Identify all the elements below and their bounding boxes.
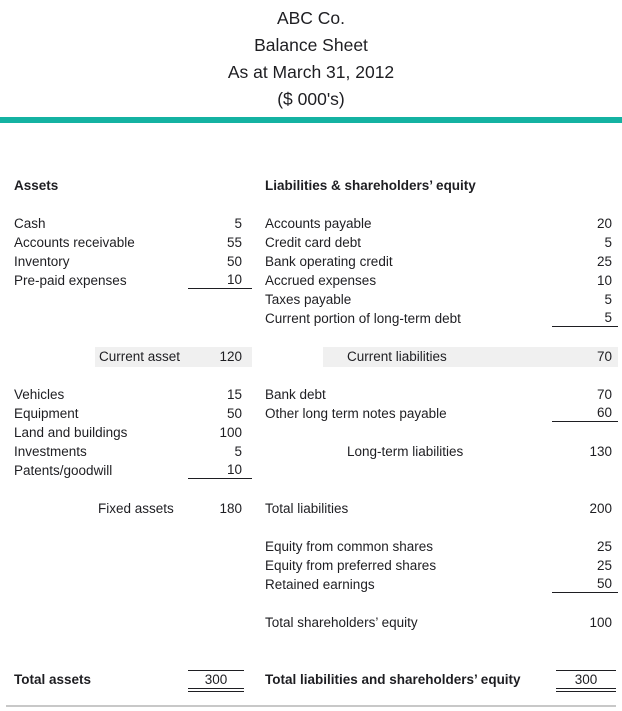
liability-value: 5 bbox=[552, 310, 618, 327]
asset-row: Accounts receivable 55 bbox=[14, 233, 252, 252]
total-liabilities-equity-row: Total liabilities and shareholders’ equi… bbox=[265, 670, 618, 692]
asset-row: Vehicles 15 bbox=[14, 385, 252, 404]
liability-row: Taxes payable 5 bbox=[265, 290, 618, 309]
asset-value: 10 bbox=[188, 462, 252, 479]
current-assets-subtotal-row: Current asset 120 bbox=[14, 346, 252, 367]
asset-label: Patents/goodwill bbox=[14, 463, 113, 478]
asset-row: Equipment 50 bbox=[14, 404, 252, 423]
liability-value: 70 bbox=[596, 386, 612, 402]
liability-row: Bank operating credit 25 bbox=[265, 252, 618, 271]
equity-row: Equity from preferred shares 25 bbox=[265, 556, 618, 575]
assets-section-title: Assets bbox=[14, 176, 252, 195]
liability-label: Accounts payable bbox=[265, 216, 372, 231]
asset-label: Vehicles bbox=[14, 387, 65, 402]
document-title: Balance Sheet bbox=[254, 35, 368, 55]
liability-label: Taxes payable bbox=[265, 292, 352, 307]
asset-value: 55 bbox=[226, 234, 242, 250]
teal-divider-rule bbox=[0, 117, 622, 123]
statement-date: As at March 31, 2012 bbox=[227, 62, 395, 82]
equity-value: 25 bbox=[596, 557, 612, 573]
liability-label: Current portion of long-term debt bbox=[265, 311, 461, 326]
balance-sheet-grid: Assets Cash 5 Accounts receivable 55 Inv… bbox=[14, 176, 622, 692]
liability-label: Bank operating credit bbox=[265, 254, 393, 269]
subtotal-label: Fixed assets bbox=[98, 501, 174, 516]
liability-label: Bank debt bbox=[265, 387, 326, 402]
total-liabilities-label: Total liabilities bbox=[265, 501, 349, 516]
asset-value: 50 bbox=[226, 253, 242, 269]
subtotal-label: Current asset bbox=[99, 349, 181, 364]
subtotal-label: Long-term liabilities bbox=[347, 444, 464, 459]
liability-value: 60 bbox=[552, 405, 618, 422]
equity-label: Retained earnings bbox=[265, 577, 375, 592]
liability-row: Bank debt 70 bbox=[265, 385, 618, 404]
total-value: 300 bbox=[188, 670, 244, 692]
total-label: Total assets bbox=[14, 672, 92, 687]
company-name: ABC Co. bbox=[276, 8, 346, 28]
subtotal-value: 120 bbox=[219, 348, 242, 364]
liability-row: Other long term notes payable 60 bbox=[265, 404, 618, 423]
asset-label: Equipment bbox=[14, 406, 79, 421]
bottom-gray-rule bbox=[6, 705, 616, 707]
asset-label: Investments bbox=[14, 444, 87, 459]
asset-row: Pre-paid expenses 10 bbox=[14, 271, 252, 290]
subtotal-highlight: Current liabilities 70 bbox=[323, 346, 618, 367]
equity-label: Equity from common shares bbox=[265, 539, 434, 554]
liability-row: Credit card debt 5 bbox=[265, 233, 618, 252]
asset-value: 5 bbox=[234, 215, 242, 231]
asset-label: Land and buildings bbox=[14, 425, 128, 440]
total-equity-row: Total shareholders’ equity 100 bbox=[265, 613, 618, 632]
liabilities-section-title: Liabilities & shareholders’ equity bbox=[265, 176, 618, 195]
total-equity-value: 100 bbox=[589, 614, 612, 630]
section-title-label: Liabilities & shareholders’ equity bbox=[265, 178, 476, 193]
equity-value: 25 bbox=[596, 538, 612, 554]
total-liabilities-row: Total liabilities 200 bbox=[265, 499, 618, 518]
total-liabilities-value: 200 bbox=[589, 500, 612, 516]
asset-value: 15 bbox=[226, 386, 242, 402]
liability-value: 5 bbox=[604, 291, 612, 307]
equity-row: Equity from common shares 25 bbox=[265, 537, 618, 556]
subtotal-highlight: Current asset 120 bbox=[95, 346, 252, 367]
total-value: 300 bbox=[556, 670, 616, 692]
asset-row: Cash 5 bbox=[14, 214, 252, 233]
section-title-label: Assets bbox=[14, 178, 59, 193]
asset-label: Pre-paid expenses bbox=[14, 273, 127, 288]
asset-value: 10 bbox=[188, 272, 252, 289]
equity-value: 50 bbox=[552, 576, 618, 593]
total-assets-row: Total assets 300 bbox=[14, 670, 252, 692]
liability-value: 10 bbox=[596, 272, 612, 288]
liability-value: 25 bbox=[596, 253, 612, 269]
liability-label: Accrued expenses bbox=[265, 273, 377, 288]
liability-value: 20 bbox=[596, 215, 612, 231]
asset-row: Inventory 50 bbox=[14, 252, 252, 271]
asset-row: Land and buildings 100 bbox=[14, 423, 252, 442]
subtotal-value: 130 bbox=[589, 443, 612, 459]
document-header: ABC Co. Balance Sheet As at March 31, 20… bbox=[0, 0, 622, 113]
subtotal-label: Current liabilities bbox=[347, 349, 447, 364]
equity-row: Retained earnings 50 bbox=[265, 575, 618, 594]
equity-label: Equity from preferred shares bbox=[265, 558, 437, 573]
liability-label: Other long term notes payable bbox=[265, 406, 447, 421]
liability-row: Accrued expenses 10 bbox=[265, 271, 618, 290]
total-label: Total liabilities and shareholders’ equi… bbox=[265, 672, 521, 687]
asset-label: Inventory bbox=[14, 254, 70, 269]
asset-row: Investments 5 bbox=[14, 442, 252, 461]
asset-label: Cash bbox=[14, 216, 46, 231]
liability-label: Credit card debt bbox=[265, 235, 362, 250]
subtotal-value: 70 bbox=[596, 348, 612, 364]
fixed-assets-subtotal-row: Fixed assets 180 bbox=[14, 499, 252, 518]
asset-label: Accounts receivable bbox=[14, 235, 135, 250]
asset-value: 100 bbox=[219, 424, 242, 440]
asset-row: Patents/goodwill 10 bbox=[14, 461, 252, 480]
long-term-liabilities-subtotal-row: Long-term liabilities 130 bbox=[265, 442, 618, 461]
asset-value: 50 bbox=[226, 405, 242, 421]
current-liabilities-subtotal-row: Current liabilities 70 bbox=[265, 346, 618, 367]
liability-row: Accounts payable 20 bbox=[265, 214, 618, 233]
subtotal-value: 180 bbox=[219, 500, 242, 516]
liability-row: Current portion of long-term debt 5 bbox=[265, 309, 618, 328]
units-note: ($ 000's) bbox=[277, 89, 345, 109]
total-equity-label: Total shareholders’ equity bbox=[265, 615, 418, 630]
asset-value: 5 bbox=[234, 443, 242, 459]
liability-value: 5 bbox=[604, 234, 612, 250]
